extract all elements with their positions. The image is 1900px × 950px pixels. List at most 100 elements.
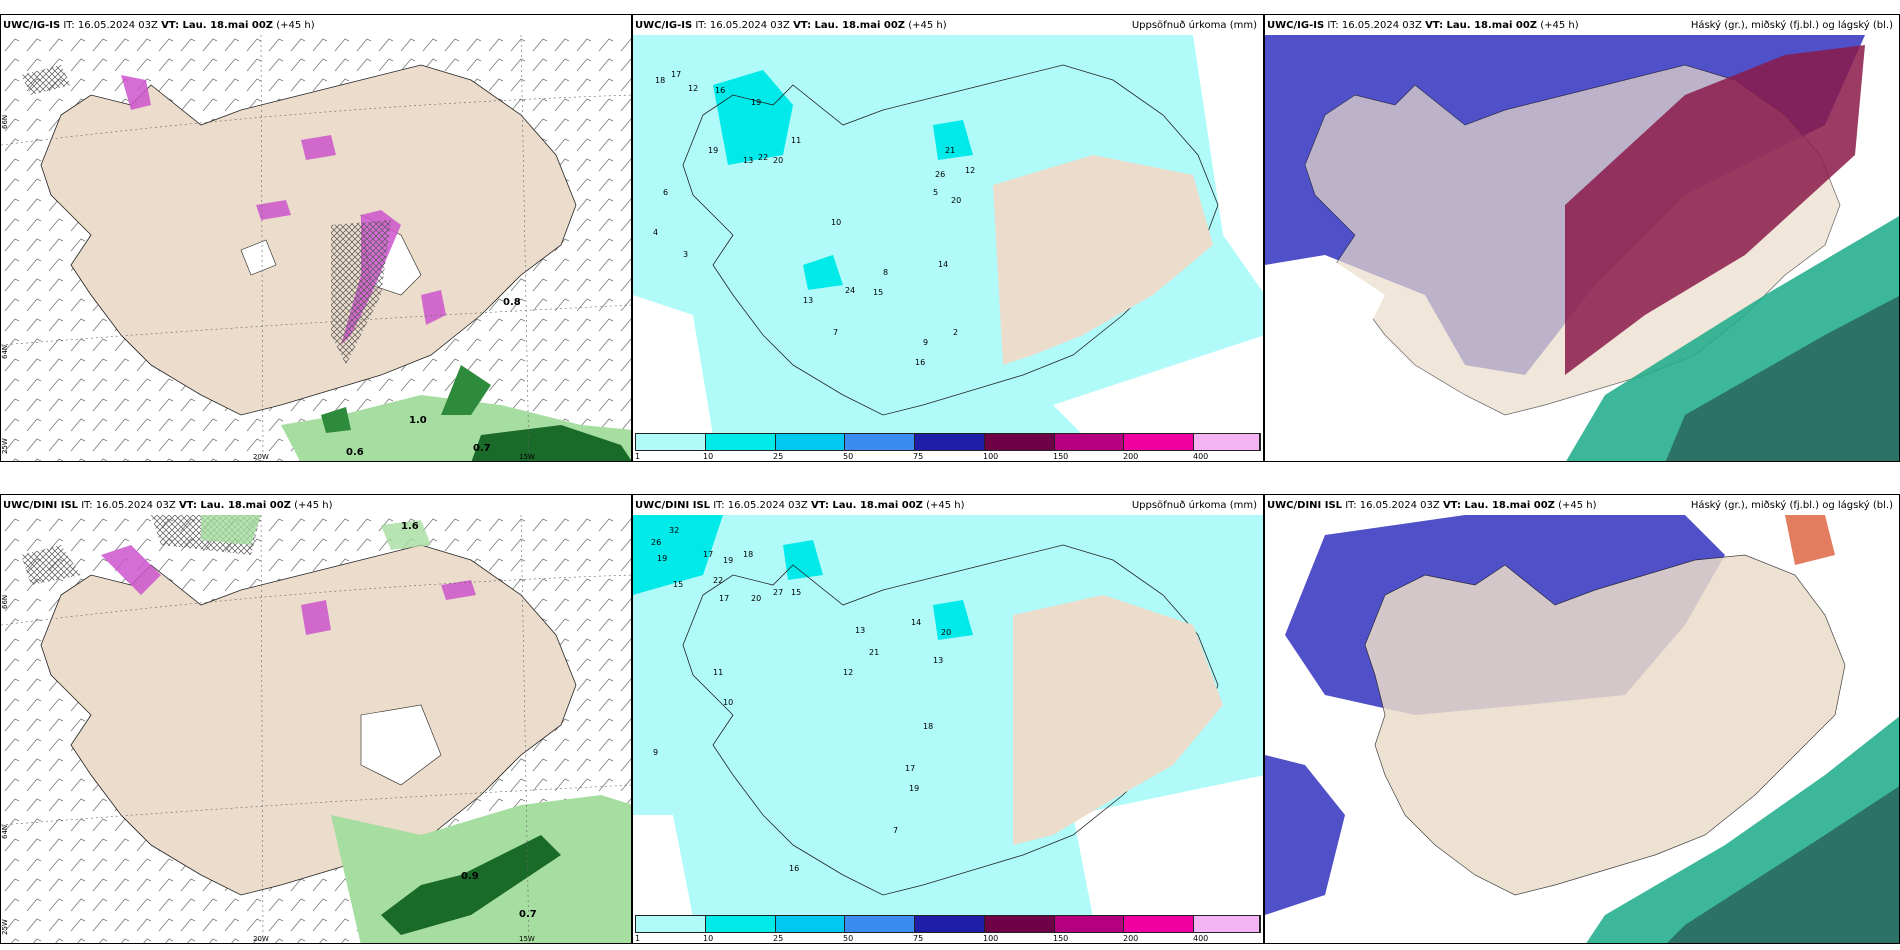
svg-text:27: 27 [773,588,783,597]
svg-text:22: 22 [713,576,723,585]
svg-text:7: 7 [893,826,898,835]
svg-text:20: 20 [941,628,951,637]
svg-text:13: 13 [855,626,865,635]
svg-text:21: 21 [869,648,879,657]
panel-header: UWC/IG-IS IT: 16.05.2024 03Z VT: Lau. 18… [635,20,947,31]
value-label: 1.0 [409,415,427,426]
precip-legend: 1 10 25 50 75 100 150 200 400 [635,915,1261,943]
svg-text:22: 22 [758,153,768,162]
svg-text:12: 12 [688,84,698,93]
legend-ticks: 1 10 25 50 75 100 150 200 400 [635,934,1209,943]
lon-label-15: 15W [519,935,535,943]
panel-title-clouds: Háský (gr.), miðský (fj.bl.) og lágský (… [1690,20,1893,31]
value-label: 0.6 [346,447,364,458]
svg-text:17: 17 [671,70,681,79]
value-label: 0.7 [473,443,491,454]
svg-text:19: 19 [708,146,718,155]
panel-title-precip: Uppsöfnuð úrkoma (mm) [1131,20,1257,31]
iceland-land [40,64,577,416]
legend-ticks: 1 10 25 50 75 100 150 200 400 [635,452,1209,461]
wind-map: 66N 64N 25W 20W 15W 1.6 0.9 0.7 [1,515,631,943]
lat-label-64: 64N [1,825,9,839]
wind-map: 66N 64N 25W 20W 15W 0.8 1.0 0.6 0.7 [1,35,631,461]
svg-text:19: 19 [909,784,919,793]
iceland-land [1364,554,1846,896]
svg-text:16: 16 [715,86,725,95]
svg-text:20: 20 [951,196,961,205]
svg-text:8: 8 [883,268,888,277]
svg-text:13: 13 [933,656,943,665]
lon-label-25: 25W [1,919,9,935]
svg-text:19: 19 [657,554,667,563]
svg-text:17: 17 [719,594,729,603]
panel-title-clouds: Háský (gr.), miðský (fj.bl.) og lágský (… [1690,500,1893,511]
svg-text:2: 2 [953,328,958,337]
value-label: 1.6 [401,521,419,532]
precip-legend: 1 10 25 50 75 100 150 200 400 [635,433,1261,461]
value-label: 0.8 [503,297,521,308]
value-label: 0.7 [519,909,537,920]
svg-text:14: 14 [938,260,948,269]
lon-label-15: 15W [519,453,535,461]
svg-text:18: 18 [923,722,933,731]
cloud-map [1265,35,1899,461]
panel-header: UWC/DINI ISL IT: 16.05.2024 03Z VT: Lau.… [3,500,333,511]
legend-color-bar [635,915,1261,933]
svg-text:24: 24 [845,286,855,295]
svg-text:10: 10 [723,698,733,707]
svg-text:21: 21 [945,146,955,155]
svg-text:20: 20 [751,594,761,603]
svg-text:12: 12 [965,166,975,175]
svg-text:26: 26 [651,538,661,547]
lat-label-66: 66N [1,595,9,609]
svg-text:17: 17 [703,550,713,559]
cloud-map [1265,515,1899,943]
precip-map: 18 17 12 16 19 19 13 22 20 11 10 6 4 3 5… [633,35,1263,435]
svg-text:10: 10 [831,218,841,227]
svg-text:16: 16 [915,358,925,367]
map-panel-clouds-top: UWC/IG-IS IT: 16.05.2024 03Z VT: Lau. 18… [1264,14,1900,462]
svg-text:13: 13 [803,296,813,305]
svg-text:7: 7 [833,328,838,337]
svg-text:13: 13 [743,156,753,165]
iceland-land [40,544,577,896]
lon-label-25: 25W [1,438,9,454]
svg-text:14: 14 [911,618,921,627]
svg-text:19: 19 [723,556,733,565]
svg-text:15: 15 [673,580,683,589]
svg-text:15: 15 [873,288,883,297]
map-panel-precip-bottom: UWC/DINI ISL IT: 16.05.2024 03Z VT: Lau.… [632,494,1264,944]
precip-map: 32 26 19 17 19 18 15 22 17 20 27 15 13 1… [633,515,1263,917]
precip-value-labels: 32 26 19 17 19 18 15 22 17 20 27 15 13 1… [651,526,951,873]
svg-text:18: 18 [743,550,753,559]
panel-title-precip: Uppsöfnuð úrkoma (mm) [1131,500,1257,511]
lon-label-20: 20W [253,453,269,461]
svg-text:12: 12 [843,668,853,677]
iceland-land [682,544,1219,896]
panel-header: UWC/IG-IS IT: 16.05.2024 03Z VT: Lau. 18… [1267,20,1579,31]
svg-text:15: 15 [791,588,801,597]
legend-color-bar [635,433,1261,451]
map-panel-wind-top: UWC/IG-IS IT: 16.05.2024 03Z VT: Lau. 18… [0,14,632,462]
svg-text:9: 9 [923,338,928,347]
svg-text:4: 4 [653,228,658,237]
lat-label-64: 64N [1,345,9,359]
value-label: 0.9 [461,871,479,882]
svg-text:6: 6 [663,188,668,197]
lat-label-66: 66N [1,115,9,129]
svg-text:18: 18 [655,76,665,85]
panel-header: UWC/DINI ISL IT: 16.05.2024 03Z VT: Lau.… [1267,500,1597,511]
panel-header: UWC/IG-IS IT: 16.05.2024 03Z VT: Lau. 18… [3,20,315,31]
panel-header: UWC/DINI ISL IT: 16.05.2024 03Z VT: Lau.… [635,500,965,511]
svg-text:9: 9 [653,748,658,757]
svg-text:3: 3 [683,250,688,259]
svg-text:17: 17 [905,764,915,773]
svg-text:11: 11 [791,136,801,145]
svg-text:32: 32 [669,526,679,535]
map-panel-wind-bottom: UWC/DINI ISL IT: 16.05.2024 03Z VT: Lau.… [0,494,632,944]
lon-label-20: 20W [253,935,269,943]
precip-value-labels: 18 17 12 16 19 19 13 22 20 11 10 6 4 3 5… [653,70,975,367]
svg-text:20: 20 [773,156,783,165]
map-panel-precip-top: UWC/IG-IS IT: 16.05.2024 03Z VT: Lau. 18… [632,14,1264,462]
svg-text:5: 5 [933,188,938,197]
